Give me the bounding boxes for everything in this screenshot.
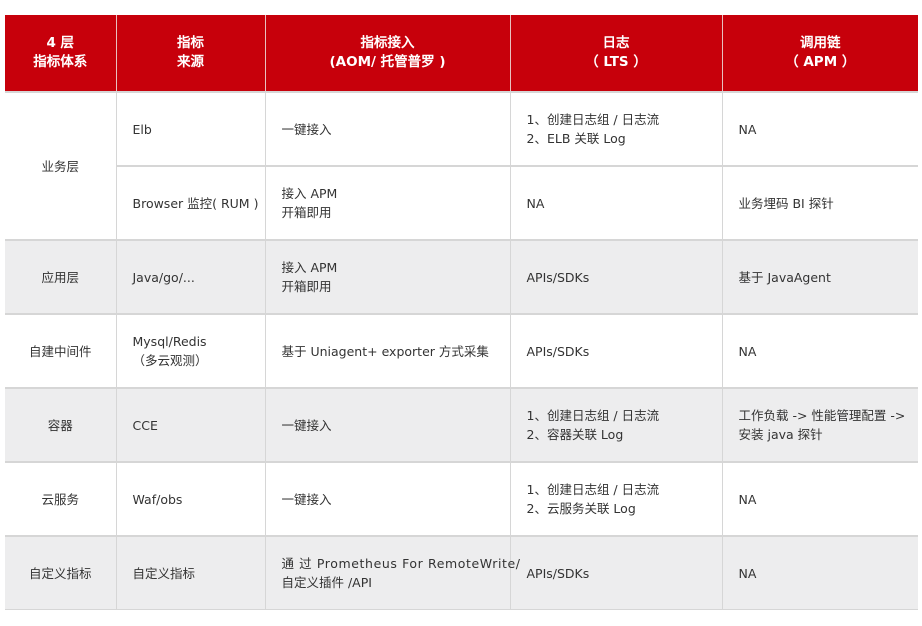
cell-text: NA bbox=[738, 121, 757, 137]
cell-text: 2、云服务关联 Log bbox=[526, 501, 636, 516]
cell-text: 业务埋码 BI 探针 bbox=[738, 195, 834, 211]
log-cell: 1、创建日志组 / 日志流 2、云服务关联 Log bbox=[509, 461, 723, 537]
cell-text: NA bbox=[738, 343, 757, 359]
cell-text: Java/go/... bbox=[132, 269, 195, 285]
metric-access-cell: 一键接入 bbox=[264, 461, 511, 537]
cell-text: 通 过 Prometheus For RemoteWrite/ bbox=[281, 556, 521, 571]
header-trace: 调用链 （ APM ） bbox=[722, 15, 918, 92]
cell-text: 安装 java 探针 bbox=[738, 427, 823, 442]
source-cell: CCE bbox=[115, 387, 266, 463]
source-cell: Elb bbox=[115, 91, 266, 167]
cell-text: APIs/SDKs bbox=[526, 343, 590, 359]
source-cell: Waf/obs bbox=[115, 461, 266, 537]
cell-text: 开箱即用 bbox=[281, 279, 332, 294]
log-cell: APIs/SDKs bbox=[509, 239, 723, 315]
table-row: 自建中间件 Mysql/Redis （多云观测） 基于 Uniagent+ expor… bbox=[5, 313, 918, 389]
header-text: (AOM/ 托管普罗 ) bbox=[329, 54, 446, 70]
source-cell: Java/go/... bbox=[115, 239, 266, 315]
trace-cell: 业务埋码 BI 探针 bbox=[721, 165, 918, 241]
header-text: 调用链 bbox=[800, 35, 841, 51]
cell-text: （多云观测） bbox=[132, 353, 208, 368]
header-text: 指标接入 bbox=[360, 35, 415, 51]
layer-cell: 容器 bbox=[5, 387, 117, 463]
header-layer: 4 层指标体系 bbox=[5, 15, 117, 92]
cell-text: APIs/SDKs bbox=[526, 269, 590, 285]
metric-access-cell: 基于 Uniagent+ exporter 方式采集 bbox=[264, 313, 511, 389]
cell-text: APIs/SDKs bbox=[526, 565, 590, 581]
table-row: 业务层 Elb 一键接入 1、创建日志组 / 日志流 2、ELB 关联 Log NA bbox=[5, 91, 918, 241]
cell-text: Elb bbox=[132, 121, 152, 137]
cell-text: 基于 JavaAgent bbox=[738, 269, 831, 285]
cell-text: 开箱即用 bbox=[281, 205, 332, 220]
source-cell: Browser 监控( RUM ) bbox=[115, 165, 266, 241]
cell-text: 2、容器关联 Log bbox=[526, 427, 624, 442]
table-row: Browser 监控( RUM ) 接入 APM 开箱即用 NA 业务埋码 BI 探针 bbox=[5, 165, 918, 241]
metric-access-cell: 一键接入 bbox=[264, 387, 511, 463]
cell-text: CCE bbox=[132, 417, 158, 433]
layer-cell: 业务层 bbox=[5, 91, 117, 241]
source-cell: 自定义指标 bbox=[115, 535, 266, 610]
trace-cell: NA bbox=[721, 91, 918, 167]
table-row: 自定义指标 自定义指标 通 过 Prometheus For RemoteWrite… bbox=[5, 535, 918, 610]
cell-text: 接入 APM bbox=[281, 260, 338, 275]
header-metric-access: 指标接入 (AOM/ 托管普罗 ) bbox=[265, 15, 511, 92]
cell-text: 1、创建日志组 / 日志流 bbox=[526, 112, 660, 127]
cell-text: NA bbox=[738, 565, 757, 581]
header-source: 指标 来源 bbox=[116, 15, 266, 92]
metric-access-cell: 接入 APM 开箱即用 bbox=[264, 165, 511, 241]
header-text: 来源 bbox=[177, 54, 204, 70]
cell-text: Browser 监控( RUM ) bbox=[132, 195, 259, 211]
header-text: （ LTS ） bbox=[585, 54, 647, 70]
table-row: 云服务 Waf/obs 一键接入 1、创建日志组 / 日志流 2、云服务关联 Log NA bbox=[5, 461, 918, 537]
header-log: 日志 （ LTS ） bbox=[510, 15, 723, 92]
log-cell: 1、创建日志组 / 日志流 2、容器关联 Log bbox=[509, 387, 723, 463]
header-row: 4 层指标体系 指标 来源 指标接入 (AOM/ 托管普罗 ) 日志（ LTS ）调用链（… bbox=[5, 15, 918, 92]
cell-text: 一键接入 bbox=[281, 491, 332, 507]
cell-text: NA bbox=[526, 195, 545, 211]
cell-text: 一键接入 bbox=[281, 121, 332, 137]
cell-text: 2、ELB 关联 Log bbox=[526, 131, 626, 146]
cell-text: 基于 Uniagent+ exporter 方式采集 bbox=[281, 343, 489, 359]
metric-access-cell: 通 过 Prometheus For RemoteWrite/自定义插件 /AP… bbox=[264, 535, 521, 610]
source-cell: Mysql/Redis （多云观测） bbox=[115, 313, 266, 389]
header-text: 4 层 bbox=[46, 35, 75, 51]
header-text: 指标体系 bbox=[33, 54, 88, 70]
trace-cell: 基于 JavaAgent bbox=[721, 239, 918, 315]
cell-text: 1、创建日志组 / 日志流 bbox=[526, 408, 660, 423]
log-cell: 1、创建日志组 / 日志流 2、ELB 关联 Log bbox=[509, 91, 723, 167]
cell-text: 自定义指标 bbox=[132, 565, 196, 581]
trace-cell: NA bbox=[721, 535, 918, 610]
observability-layers-table: 4 层指标体系 指标 来源 指标接入 (AOM/ 托管普罗 ) 日志（ LTS ）调用链（… bbox=[5, 15, 918, 610]
trace-cell: NA bbox=[721, 461, 918, 537]
log-cell: APIs/SDKs bbox=[509, 535, 723, 610]
cell-text: 工作负载 -> 性能管理配置 -> bbox=[738, 408, 906, 423]
layer-cell: 云服务 bbox=[5, 461, 117, 537]
cell-text: 自定义插件 /API bbox=[281, 575, 372, 590]
metric-access-cell: 接入 APM 开箱即用 bbox=[264, 239, 511, 315]
cell-text: Mysql/Redis bbox=[132, 334, 207, 349]
log-cell: NA bbox=[509, 165, 723, 241]
metric-access-cell: 一键接入 bbox=[264, 91, 511, 167]
header-text: （ APM ） bbox=[785, 54, 856, 70]
cell-text: NA bbox=[738, 491, 757, 507]
header-text: 日志 bbox=[602, 35, 630, 51]
cell-text: 接入 APM bbox=[281, 186, 338, 201]
table-row: 应用层 Java/go/... 接入 APM 开箱即用 APIs/SDKs 基于 Java… bbox=[5, 239, 918, 315]
cell-text: Waf/obs bbox=[132, 491, 183, 507]
layer-cell: 自建中间件 bbox=[5, 313, 117, 389]
trace-cell: NA bbox=[721, 313, 918, 389]
log-cell: APIs/SDKs bbox=[509, 313, 723, 389]
layer-cell: 应用层 bbox=[5, 239, 117, 315]
trace-cell: 工作负载 -> 性能管理配置 -> 安装 java 探针 bbox=[721, 387, 918, 463]
cell-text: 一键接入 bbox=[281, 417, 332, 433]
header-text: 指标 bbox=[177, 35, 204, 51]
layer-cell: 自定义指标 bbox=[5, 535, 117, 610]
table-row: 容器 CCE 一键接入 1、创建日志组 / 日志流 2、容器关联 Log 工作负载 -> … bbox=[5, 387, 918, 463]
cell-text: 1、创建日志组 / 日志流 bbox=[526, 482, 660, 497]
